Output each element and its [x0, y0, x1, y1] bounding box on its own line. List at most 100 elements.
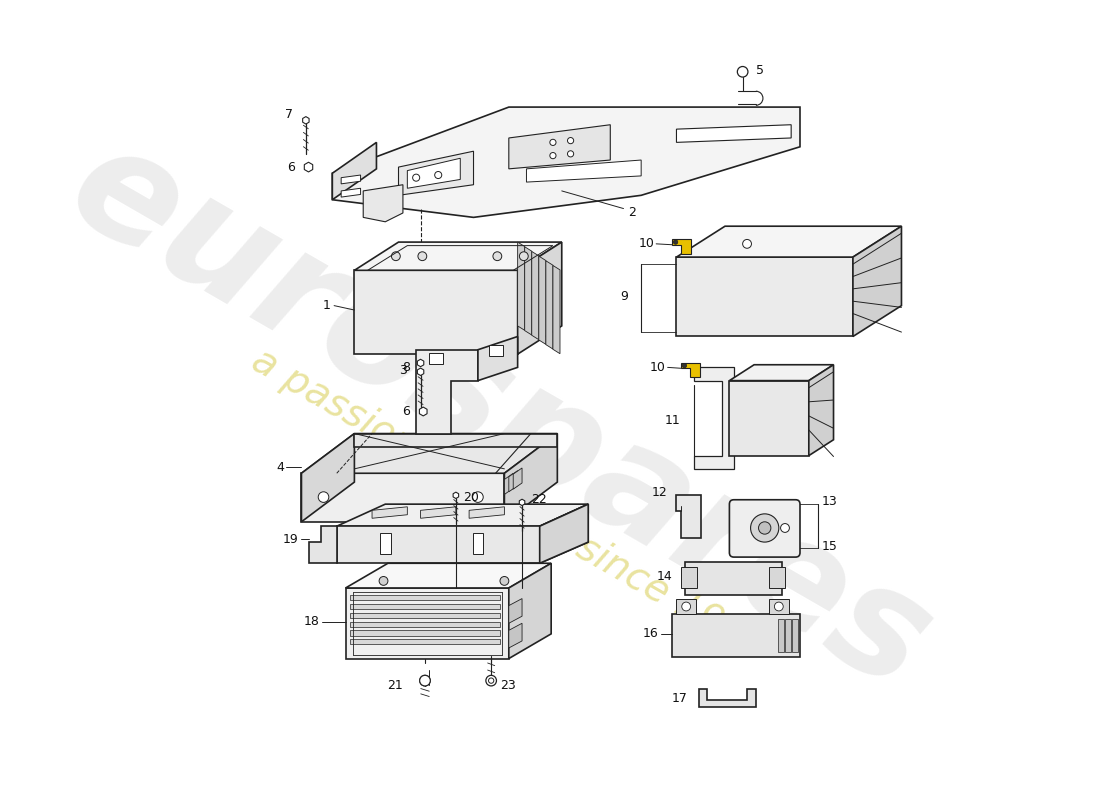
Circle shape	[422, 678, 428, 683]
Text: 9: 9	[620, 290, 628, 303]
Circle shape	[392, 252, 400, 261]
Polygon shape	[372, 506, 407, 518]
Circle shape	[418, 252, 427, 261]
Text: 7: 7	[285, 108, 293, 121]
Circle shape	[420, 675, 430, 686]
Polygon shape	[407, 158, 460, 188]
Polygon shape	[527, 160, 641, 182]
Circle shape	[486, 675, 496, 686]
Polygon shape	[518, 242, 525, 330]
Polygon shape	[350, 604, 500, 609]
Polygon shape	[469, 506, 505, 518]
Circle shape	[318, 492, 329, 502]
Circle shape	[759, 522, 771, 534]
Text: 6: 6	[403, 405, 410, 418]
Text: 8: 8	[402, 361, 410, 374]
Polygon shape	[676, 598, 696, 614]
Polygon shape	[341, 175, 361, 184]
Text: a passion for parts since 1985: a passion for parts since 1985	[245, 341, 772, 667]
Polygon shape	[345, 588, 509, 658]
Circle shape	[682, 602, 691, 611]
Polygon shape	[350, 595, 500, 600]
Circle shape	[519, 252, 528, 261]
Polygon shape	[473, 534, 483, 554]
Polygon shape	[778, 619, 784, 651]
Polygon shape	[509, 563, 551, 658]
Polygon shape	[354, 242, 562, 270]
Text: 23: 23	[500, 678, 516, 691]
Circle shape	[568, 150, 574, 157]
Text: 21: 21	[387, 678, 403, 691]
Polygon shape	[672, 239, 692, 254]
Text: 1: 1	[322, 299, 331, 312]
Polygon shape	[308, 526, 337, 563]
Circle shape	[493, 252, 502, 261]
Polygon shape	[729, 365, 834, 381]
Polygon shape	[540, 504, 589, 563]
Circle shape	[673, 240, 678, 244]
Polygon shape	[350, 613, 500, 618]
Polygon shape	[509, 125, 610, 169]
Polygon shape	[694, 367, 734, 469]
Circle shape	[742, 239, 751, 248]
Polygon shape	[337, 504, 588, 526]
Polygon shape	[672, 614, 800, 657]
Polygon shape	[416, 350, 477, 434]
Text: 3: 3	[399, 363, 407, 377]
Polygon shape	[350, 639, 500, 645]
Polygon shape	[729, 381, 808, 456]
Polygon shape	[518, 242, 562, 354]
Polygon shape	[676, 226, 902, 257]
Polygon shape	[301, 474, 505, 522]
Polygon shape	[332, 142, 376, 200]
Polygon shape	[363, 185, 403, 222]
Polygon shape	[379, 534, 390, 554]
Bar	[488, 346, 503, 356]
Polygon shape	[808, 365, 834, 456]
Circle shape	[420, 675, 430, 686]
Polygon shape	[540, 504, 589, 563]
Polygon shape	[681, 363, 701, 377]
Polygon shape	[785, 619, 791, 651]
Polygon shape	[354, 270, 518, 354]
Polygon shape	[676, 257, 852, 337]
Text: 15: 15	[822, 540, 838, 553]
Circle shape	[434, 171, 442, 178]
Polygon shape	[345, 563, 551, 588]
Polygon shape	[539, 256, 546, 344]
Polygon shape	[546, 261, 553, 349]
Circle shape	[500, 577, 509, 586]
Text: 10: 10	[650, 361, 666, 374]
Polygon shape	[525, 246, 531, 335]
Polygon shape	[350, 622, 500, 626]
Text: 13: 13	[822, 495, 838, 508]
Text: 22: 22	[531, 494, 547, 506]
Polygon shape	[769, 566, 785, 588]
Polygon shape	[792, 619, 799, 651]
Polygon shape	[676, 495, 701, 538]
Polygon shape	[350, 630, 500, 636]
Circle shape	[412, 174, 420, 182]
Text: 4: 4	[276, 461, 284, 474]
Circle shape	[488, 678, 494, 683]
Circle shape	[774, 602, 783, 611]
Circle shape	[781, 523, 790, 532]
Polygon shape	[681, 566, 696, 588]
Polygon shape	[354, 434, 558, 446]
Circle shape	[750, 514, 779, 542]
Polygon shape	[301, 434, 354, 522]
Polygon shape	[505, 434, 558, 522]
Polygon shape	[769, 598, 789, 614]
Circle shape	[550, 139, 556, 146]
Polygon shape	[698, 690, 756, 707]
Circle shape	[737, 66, 748, 77]
Text: 5: 5	[756, 63, 763, 77]
Polygon shape	[676, 125, 791, 142]
Text: 17: 17	[671, 692, 688, 705]
Text: 16: 16	[644, 627, 659, 640]
Polygon shape	[420, 506, 455, 518]
Text: 2: 2	[628, 206, 636, 219]
Text: 14: 14	[657, 570, 672, 583]
Circle shape	[473, 492, 483, 502]
Text: 19: 19	[283, 533, 299, 546]
